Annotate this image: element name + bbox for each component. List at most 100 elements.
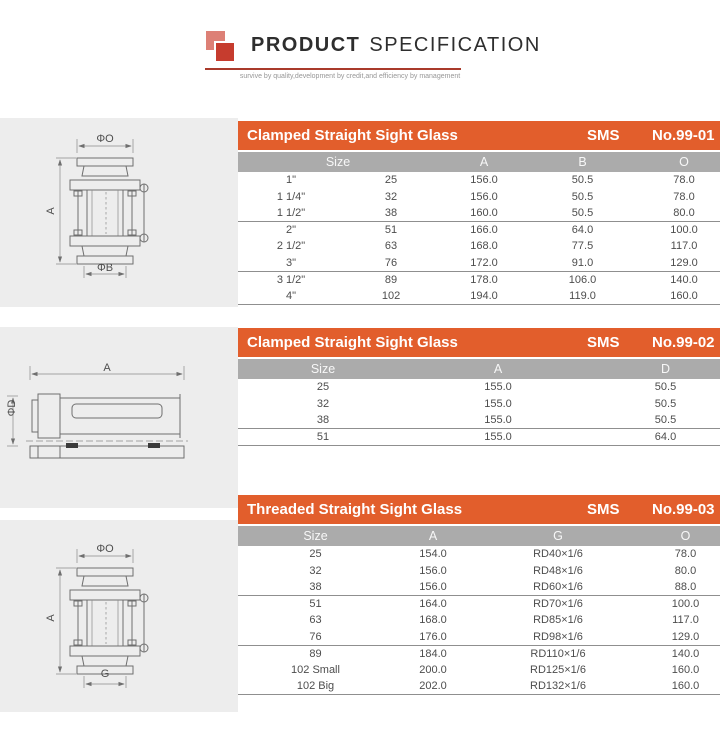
table-cell: 178.0: [438, 270, 531, 288]
table-cell: 32: [316, 397, 330, 410]
table-row: 3" 76 172.0 91.0 129.0: [238, 255, 720, 272]
table-cell: RD40×1/6: [533, 548, 583, 561]
spec-table: Size A G O 25 154.0 RD40×1/6 78.0 32 156.0 RD4…: [238, 526, 720, 695]
dimension-label-a: A: [45, 614, 57, 622]
table-cell: RD70×1/6: [473, 595, 643, 612]
table-cell: 50.5: [571, 207, 594, 219]
table-cell: 78.0: [673, 174, 695, 187]
table-cell: 102 Small: [291, 663, 340, 676]
column-header-a: A: [393, 526, 473, 546]
technical-drawing-clamped-sight-glass-front: [40, 132, 200, 282]
table-row: 38 156.0 RD60×1/6 88.0: [238, 579, 720, 596]
table-cell: RD132×1/6: [473, 678, 643, 695]
table-cell: 2 1/2": [276, 240, 306, 253]
spec-table-clamped-sms-01: Clamped Straight Sight Glass SMS No.99-0…: [238, 121, 720, 305]
dimension-label-g: G: [100, 668, 110, 680]
table-row: 38 155.0 50.5: [238, 412, 720, 429]
table-cell: 51: [238, 595, 393, 612]
table-number: No.99-03: [652, 501, 715, 518]
table-cell: 194.0: [438, 287, 531, 305]
table-cell: 64.0: [530, 221, 636, 238]
table-cell: 76: [384, 256, 398, 269]
table-cell: 155.0: [484, 381, 512, 394]
table-row: 32 155.0 50.5: [238, 396, 720, 413]
table-number: No.99-01: [652, 127, 715, 144]
column-header-o: O: [643, 526, 720, 546]
table-cell: 140.0: [643, 644, 720, 662]
table-cell: 32: [309, 564, 322, 577]
table-cell: 25: [316, 381, 330, 394]
table-cell: 63: [384, 240, 398, 253]
table-row: 2" 51 166.0 64.0 100.0: [238, 221, 720, 238]
table-cell: 117.0: [672, 614, 699, 627]
table-row: 4" 102 194.0 119.0 160.0: [238, 287, 720, 305]
table-cell: 50.5: [654, 397, 677, 410]
table-row: 25 154.0 RD40×1/6 78.0: [238, 546, 720, 563]
table-standard: SMS: [587, 501, 620, 518]
table-cell: 117.0: [670, 240, 698, 253]
table-cell: 102 Big: [238, 678, 393, 695]
table-row: 102 Big 202.0 RD132×1/6 160.0: [238, 678, 720, 695]
table-cell: 119.0: [530, 287, 636, 305]
table-row: 63 168.0 RD85×1/6 117.0: [238, 612, 720, 629]
table-title: Clamped Straight Sight Glass: [247, 127, 458, 144]
table-cell: RD110×1/6: [473, 644, 643, 662]
table-cell: 100.0: [635, 221, 720, 238]
brand-rule-divider: [205, 68, 461, 70]
table-row: 51 155.0 64.0: [238, 428, 720, 446]
table-row: 89 184.0 RD110×1/6 140.0: [238, 644, 720, 662]
column-header-b: B: [530, 152, 636, 172]
table-cell: 25: [384, 174, 398, 187]
table-number: No.99-02: [652, 334, 715, 351]
column-header-o: O: [635, 152, 720, 172]
table-cell: 50.5: [654, 414, 677, 426]
table-cell: 155.0: [484, 414, 512, 426]
table-cell: 50.5: [571, 174, 594, 187]
table-cell: 1": [285, 174, 297, 187]
table-row: 2 1/2" 63 168.0 77.5 117.0: [238, 238, 720, 255]
technical-drawing-clamped-sight-glass-section: [2, 360, 236, 460]
table-cell: 91.0: [571, 256, 594, 269]
table-cell: RD98×1/6: [533, 630, 583, 643]
technical-drawing-threaded-sight-glass-front: [40, 542, 200, 692]
column-header-a: A: [438, 152, 531, 172]
table-cell: 3": [285, 256, 297, 269]
table-row: 1 1/4" 32 156.0 50.5 78.0: [238, 189, 720, 206]
table-cell: 168.0: [419, 614, 447, 627]
column-header-size: Size: [238, 152, 439, 172]
page-title-main: PRODUCT: [251, 34, 361, 56]
table-cell: 38: [316, 414, 330, 426]
table-cell: 160.0: [470, 207, 498, 219]
brand-logo-square-front-icon: [214, 41, 236, 63]
table-cell: 154.0: [419, 548, 447, 561]
table-cell: 89: [238, 644, 393, 662]
table-title-bar: Threaded Straight Sight Glass SMS No.99-…: [238, 495, 720, 524]
table-cell: 38: [309, 581, 322, 593]
table-row: 25 155.0 50.5: [238, 379, 720, 396]
table-cell: 160.0: [635, 287, 720, 305]
table-cell: RD60×1/6: [533, 581, 583, 593]
table-cell: 156.0: [419, 581, 447, 593]
table-cell: RD85×1/6: [533, 614, 583, 627]
table-standard: SMS: [587, 127, 620, 144]
table-cell: 160.0: [643, 678, 720, 695]
table-cell: 155.0: [484, 397, 512, 410]
table-cell: 32: [384, 190, 398, 203]
table-cell: 106.0: [530, 270, 636, 288]
brand-tagline: survive by quality,development by credit…: [239, 73, 461, 80]
column-header-size: Size: [238, 526, 393, 546]
table-cell: 172.0: [470, 256, 498, 269]
table-cell: 78.0: [673, 190, 695, 203]
table-row: 1" 25 156.0 50.5 78.0: [238, 172, 720, 189]
table-row: 51 164.0 RD70×1/6 100.0: [238, 595, 720, 612]
table-title: Threaded Straight Sight Glass: [247, 501, 463, 518]
table-cell: 129.0: [671, 630, 700, 643]
table-cell: 164.0: [393, 595, 473, 612]
table-cell: 38: [384, 207, 398, 219]
table-cell: 63: [309, 614, 322, 627]
table-cell: 77.5: [571, 240, 594, 253]
table-cell: 129.0: [670, 256, 698, 269]
dimension-label-phi-o: ΦO: [96, 543, 114, 555]
table-cell: 51: [344, 221, 439, 238]
